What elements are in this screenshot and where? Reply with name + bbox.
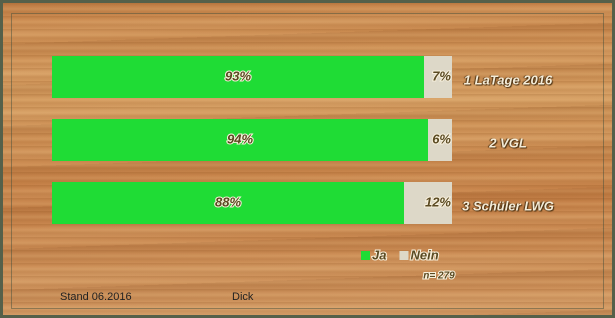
annotation: n= 279 xyxy=(423,271,455,282)
value-label: 12% xyxy=(425,194,451,209)
chart: 93% 7% 94% 6% 88% 12% Ja Nein n= 279 Stand 06.201… xyxy=(0,0,615,318)
value-label: 6% xyxy=(432,131,451,146)
category-label: 1 LaTage 2016 xyxy=(460,72,556,89)
legend-swatch xyxy=(399,251,408,260)
chart-svg: 93% 7% 94% 6% 88% 12% Ja Nein n= 279 Stand 06.201… xyxy=(3,3,612,315)
footer-right: Dick xyxy=(232,291,254,303)
category-label: 2 VGL xyxy=(460,135,556,152)
legend-label: Ja xyxy=(372,247,386,262)
value-label: 94% xyxy=(227,131,253,146)
value-label: 93% xyxy=(225,68,251,83)
value-label: 7% xyxy=(432,68,451,83)
footer-left: Stand 06.2016 xyxy=(60,291,132,303)
legend-label: Nein xyxy=(410,247,438,262)
value-label: 88% xyxy=(215,194,241,209)
legend-swatch xyxy=(361,251,370,260)
category-label: 3 Schüler LWG xyxy=(460,198,556,215)
